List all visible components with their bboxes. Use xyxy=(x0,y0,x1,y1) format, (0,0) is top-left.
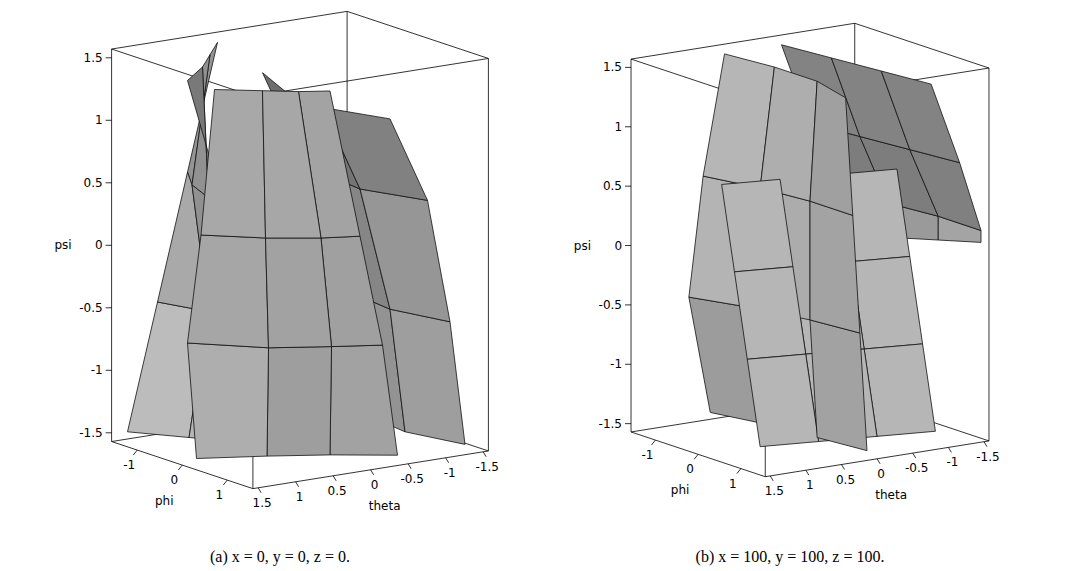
svg-text:psi: psi xyxy=(54,238,71,252)
svg-text:-0.5: -0.5 xyxy=(599,298,622,312)
svg-text:0.5: 0.5 xyxy=(603,179,622,193)
svg-text:0: 0 xyxy=(170,473,178,487)
svg-text:0.5: 0.5 xyxy=(328,484,347,498)
svg-text:theta: theta xyxy=(369,499,401,513)
svg-text:phi: phi xyxy=(671,483,690,497)
svg-text:-1: -1 xyxy=(946,455,958,469)
svg-text:0: 0 xyxy=(371,478,379,492)
svg-text:1: 1 xyxy=(296,490,304,504)
svg-text:-1.5: -1.5 xyxy=(475,460,498,474)
svg-text:-1: -1 xyxy=(444,466,456,480)
svg-text:-1.5: -1.5 xyxy=(976,450,999,464)
svg-text:psi: psi xyxy=(574,239,591,253)
svg-text:-1.5: -1.5 xyxy=(79,426,102,440)
svg-text:(a) x = 0, y = 0, z = 0.: (a) x = 0, y = 0, z = 0. xyxy=(210,548,350,566)
svg-text:1.5: 1.5 xyxy=(603,60,622,74)
svg-text:-1: -1 xyxy=(91,363,103,377)
svg-text:0.5: 0.5 xyxy=(84,176,103,190)
svg-text:-0.5: -0.5 xyxy=(79,301,102,315)
svg-text:-1: -1 xyxy=(641,448,653,462)
svg-text:1.5: 1.5 xyxy=(765,484,784,498)
svg-text:(b) x = 100, y = 100, z = 100.: (b) x = 100, y = 100, z = 100. xyxy=(696,548,885,566)
svg-text:1: 1 xyxy=(215,488,223,502)
svg-text:1: 1 xyxy=(95,113,103,127)
svg-text:-0.5: -0.5 xyxy=(400,472,423,486)
svg-text:0: 0 xyxy=(614,239,622,253)
svg-text:0: 0 xyxy=(95,238,103,252)
svg-text:-1: -1 xyxy=(123,458,135,472)
svg-text:phi: phi xyxy=(155,494,174,508)
svg-text:1.5: 1.5 xyxy=(253,496,272,510)
svg-text:1: 1 xyxy=(806,478,814,492)
svg-text:1: 1 xyxy=(614,120,622,134)
svg-text:-1.5: -1.5 xyxy=(599,417,622,431)
svg-text:-0.5: -0.5 xyxy=(905,461,928,475)
svg-text:theta: theta xyxy=(875,488,907,502)
svg-text:1.5: 1.5 xyxy=(84,51,103,65)
svg-text:0: 0 xyxy=(877,467,885,481)
svg-text:0: 0 xyxy=(686,462,694,476)
svg-text:-1: -1 xyxy=(610,357,622,371)
svg-text:1: 1 xyxy=(729,477,737,491)
svg-text:0.5: 0.5 xyxy=(836,473,855,487)
